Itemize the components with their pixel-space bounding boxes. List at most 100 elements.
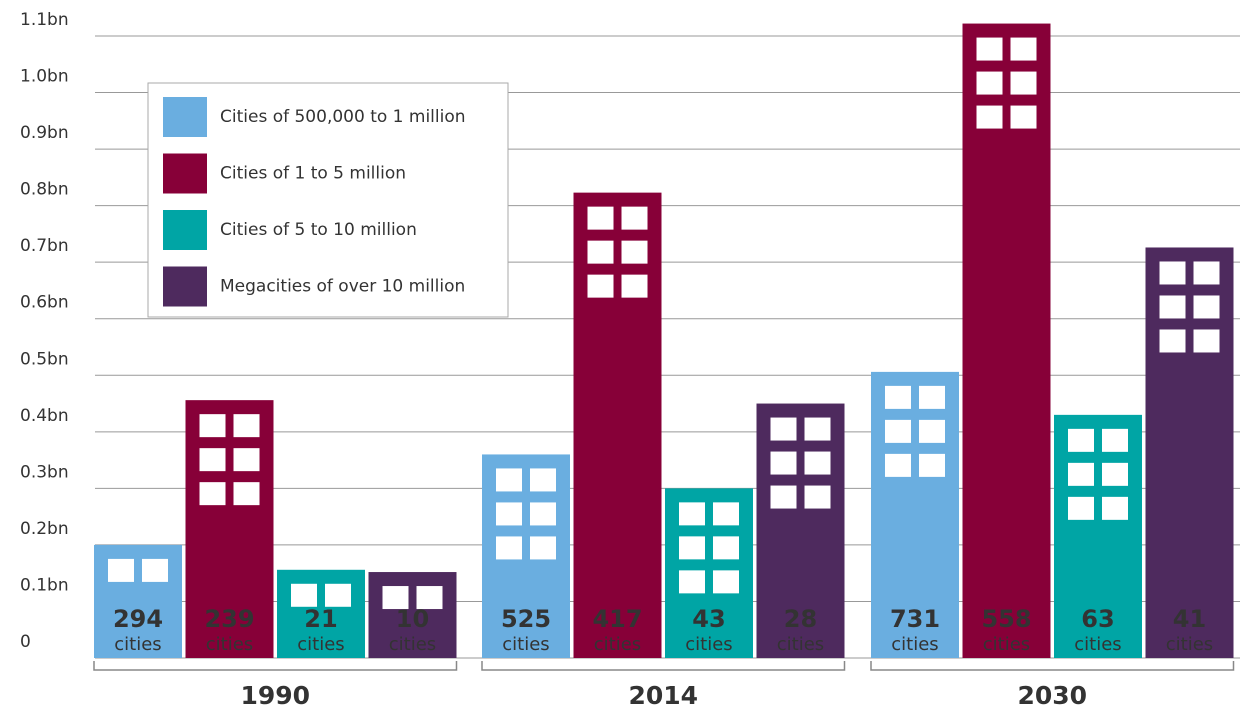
window: [1159, 329, 1186, 353]
group-bracket: [481, 661, 846, 671]
window: [1102, 462, 1128, 486]
group-bracket: [93, 661, 458, 671]
window: [804, 451, 831, 475]
city-count: 558: [981, 605, 1031, 633]
legend-label: Cities of 500,000 to 1 million: [220, 107, 466, 127]
window: [587, 206, 614, 230]
window: [108, 558, 134, 582]
window: [1068, 462, 1094, 486]
window: [233, 482, 260, 506]
window: [679, 536, 705, 560]
window: [142, 558, 168, 582]
window: [530, 502, 556, 526]
bar: [1145, 247, 1234, 659]
window: [496, 468, 522, 492]
y-tick-label: 0.6bn: [20, 293, 69, 313]
group-bracket: [870, 661, 1235, 671]
city-count: 28: [784, 605, 817, 633]
city-unit: cities: [594, 634, 641, 655]
window: [496, 502, 522, 526]
x-tick-label: 2030: [1017, 681, 1087, 710]
city-unit: cities: [297, 634, 344, 655]
window: [713, 502, 739, 526]
window: [804, 417, 831, 441]
window: [530, 536, 556, 560]
window: [919, 453, 945, 477]
city-unit: cities: [114, 634, 161, 655]
bar: [871, 371, 959, 658]
window: [1159, 295, 1186, 319]
city-count: 417: [592, 605, 642, 633]
legend-swatch: [163, 97, 207, 137]
window: [885, 385, 911, 409]
y-tick-label: 0.3bn: [20, 462, 69, 482]
city-count: 41: [1173, 605, 1206, 633]
window: [621, 274, 648, 298]
city-unit: cities: [389, 634, 436, 655]
window: [919, 419, 945, 443]
x-tick-label: 1990: [240, 681, 310, 710]
window: [382, 586, 409, 610]
window: [1102, 428, 1128, 452]
window: [804, 485, 831, 509]
city-unit: cities: [1074, 634, 1121, 655]
y-tick-label: 0.1bn: [20, 575, 69, 595]
bar: [185, 400, 274, 658]
city-count: 239: [204, 605, 254, 633]
window: [976, 71, 1003, 95]
window: [770, 485, 797, 509]
window: [679, 570, 705, 594]
window: [885, 453, 911, 477]
bar: [756, 403, 845, 658]
window: [291, 583, 317, 607]
window: [885, 419, 911, 443]
city-unit: cities: [1166, 634, 1213, 655]
window: [199, 414, 226, 438]
y-tick-label: 0.5bn: [20, 349, 69, 369]
window: [713, 536, 739, 560]
legend-swatch: [163, 210, 207, 250]
y-tick-label: 0: [20, 632, 31, 652]
window: [713, 570, 739, 594]
legend-label: Cities of 1 to 5 million: [220, 164, 406, 184]
window: [530, 468, 556, 492]
window: [199, 448, 226, 472]
city-count: 21: [304, 605, 337, 633]
window: [679, 502, 705, 526]
window: [621, 206, 648, 230]
window: [770, 417, 797, 441]
window: [1193, 295, 1220, 319]
legend-label: Cities of 5 to 10 million: [220, 220, 417, 240]
window: [1193, 329, 1220, 353]
y-tick-label: 0.7bn: [20, 236, 69, 256]
legend-swatch: [163, 153, 207, 194]
legend-swatch: [163, 266, 207, 307]
window: [416, 586, 443, 610]
city-count: 731: [890, 605, 940, 633]
city-unit: cities: [777, 634, 824, 655]
x-tick-label: 2014: [628, 681, 698, 710]
city-unit: cities: [685, 634, 732, 655]
city-count: 63: [1081, 605, 1114, 633]
window: [976, 105, 1003, 129]
y-tick-label: 0.8bn: [20, 180, 69, 200]
y-tick-label: 0.2bn: [20, 519, 69, 539]
city-unit: cities: [502, 634, 549, 655]
window: [1010, 37, 1037, 61]
window: [587, 274, 614, 298]
window: [1010, 105, 1037, 129]
window: [1102, 496, 1128, 520]
window: [919, 385, 945, 409]
window: [199, 482, 226, 506]
window: [1010, 71, 1037, 95]
legend-label: Megacities of over 10 million: [220, 277, 465, 297]
window: [233, 448, 260, 472]
city-unit: cities: [983, 634, 1030, 655]
window: [770, 451, 797, 475]
city-count: 43: [692, 605, 725, 633]
window: [1159, 261, 1186, 285]
bar: [1054, 414, 1142, 658]
bar: [573, 192, 662, 658]
window: [1193, 261, 1220, 285]
